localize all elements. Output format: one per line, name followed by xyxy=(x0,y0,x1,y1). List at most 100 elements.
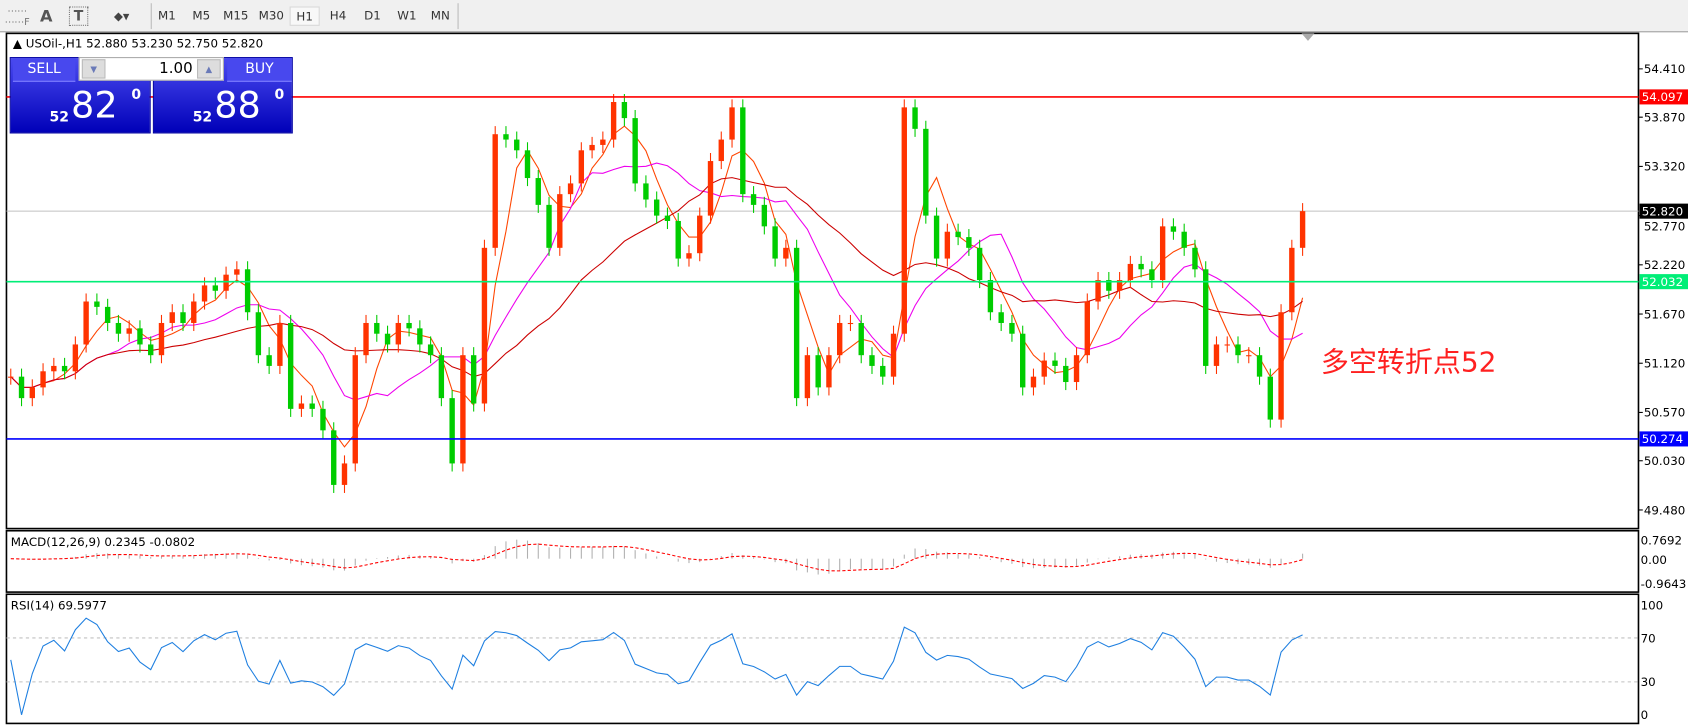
chevron-down-icon: ▾ xyxy=(122,8,130,24)
text-label-icon[interactable]: T xyxy=(68,6,89,26)
timeframe-m5[interactable]: M5 xyxy=(192,8,211,23)
candle xyxy=(94,293,100,315)
price-tick-label: 54.410 xyxy=(1644,62,1685,76)
candle-body xyxy=(503,134,509,140)
candle-body xyxy=(524,150,531,179)
increase-lot-button[interactable]: ▲ xyxy=(197,59,221,79)
timeframe-h1[interactable]: H1 xyxy=(289,6,320,26)
candle-body xyxy=(890,333,897,377)
candle xyxy=(427,336,434,364)
candle-body xyxy=(804,355,811,399)
candle xyxy=(567,175,574,203)
candle-body xyxy=(1052,360,1058,366)
candle xyxy=(514,131,520,159)
macd-label: MACD(12,26,9) 0.2345 -0.0802 xyxy=(11,535,195,549)
candle-body xyxy=(298,403,305,409)
collapse-arrow-icon[interactable]: ▲ xyxy=(12,36,23,51)
candle xyxy=(417,320,423,353)
candle-body xyxy=(1235,344,1241,356)
timeframe-d1[interactable]: D1 xyxy=(364,8,381,23)
current-price-label: 52.820 xyxy=(1642,204,1683,218)
candle-body xyxy=(1084,301,1090,356)
candle-body xyxy=(126,328,132,334)
candle-body xyxy=(384,333,391,345)
price-tick-label: 49.480 xyxy=(1644,503,1685,517)
candle-body xyxy=(1030,376,1037,388)
candle xyxy=(955,223,961,246)
candle xyxy=(793,239,800,407)
candle xyxy=(1149,261,1155,289)
candle-body xyxy=(449,398,455,464)
candle xyxy=(384,325,391,353)
timeframe-m30[interactable]: M30 xyxy=(258,8,284,23)
candle xyxy=(1170,218,1177,240)
candle-body xyxy=(72,344,79,372)
candle-body xyxy=(1289,247,1295,313)
one-click-trading-panel: SELL 52 82 0 BUY 52 88 0 ▼ 1.00 ▲ xyxy=(9,57,293,134)
candle-body xyxy=(793,247,800,399)
timeframe-m1[interactable]: M1 xyxy=(157,8,176,23)
candle-body xyxy=(29,387,35,399)
chart-canvas[interactable]: MACD(12,26,9) 0.2345 -0.0802 RSI(14) 69.… xyxy=(0,32,1688,725)
timeframe-h4[interactable]: H4 xyxy=(329,8,347,23)
candle-body xyxy=(309,403,315,409)
candle xyxy=(1224,336,1230,353)
candle xyxy=(1127,255,1134,289)
arrows-icon[interactable]: ⬥▾ xyxy=(113,8,130,24)
level-badge xyxy=(1639,274,1688,290)
candle xyxy=(481,239,488,412)
candle-body xyxy=(148,344,154,356)
chart-header: ▲ USOil-,H1 52.880 53.230 52.750 52.820 xyxy=(13,37,263,51)
candle xyxy=(169,304,175,332)
candle-body xyxy=(158,322,165,356)
candle-body xyxy=(1073,355,1080,383)
candle xyxy=(115,314,122,342)
lot-size-input[interactable]: ▼ 1.00 ▲ xyxy=(78,57,224,81)
candle xyxy=(880,357,886,385)
candle-body xyxy=(1181,231,1187,248)
timeframe-w1[interactable]: W1 xyxy=(397,8,417,23)
candle-body xyxy=(320,408,326,431)
buy-price-main: 88 xyxy=(214,83,261,128)
candle xyxy=(933,207,940,267)
candle-body xyxy=(1116,280,1123,291)
candle xyxy=(201,277,208,310)
grid-f-icon[interactable]: ⋯⋯ ⋯⋯F xyxy=(4,6,30,28)
candle-body xyxy=(1095,280,1101,302)
candle xyxy=(1041,352,1047,385)
candle xyxy=(29,379,35,407)
candle-body xyxy=(653,199,660,216)
text-icon[interactable]: A xyxy=(40,6,53,26)
candle xyxy=(675,212,681,267)
rsi-line xyxy=(10,617,1303,715)
candle xyxy=(858,314,864,364)
macd-signal-line xyxy=(10,543,1303,572)
sell-price: 52 82 0 xyxy=(11,84,150,134)
separator xyxy=(457,3,459,30)
candle xyxy=(761,196,768,235)
buy-price-sup: 0 xyxy=(274,87,285,104)
candle-body xyxy=(1041,360,1047,377)
annotation-text: 多空转折点52 xyxy=(1320,346,1497,379)
candle-body xyxy=(944,231,951,259)
candle xyxy=(1181,223,1187,256)
timeframe-m15[interactable]: M15 xyxy=(223,8,249,23)
candle xyxy=(309,395,315,417)
chart-shift-marker-icon xyxy=(1301,33,1315,41)
candle-body xyxy=(664,215,671,221)
timeframe-mn[interactable]: MN xyxy=(430,8,450,23)
candle xyxy=(890,325,897,385)
candle-body xyxy=(1159,226,1166,281)
decrease-lot-button[interactable]: ▼ xyxy=(81,59,106,79)
macd-pane-frame xyxy=(5,529,1640,593)
candle xyxy=(826,347,832,396)
candle xyxy=(449,390,455,472)
candle xyxy=(460,347,466,472)
candle-body xyxy=(761,204,768,227)
rsi-label: RSI(14) 69.5977 xyxy=(11,598,107,612)
candle xyxy=(610,93,617,148)
candle xyxy=(1213,336,1220,374)
candle xyxy=(1095,271,1101,310)
candle-body xyxy=(976,247,983,281)
